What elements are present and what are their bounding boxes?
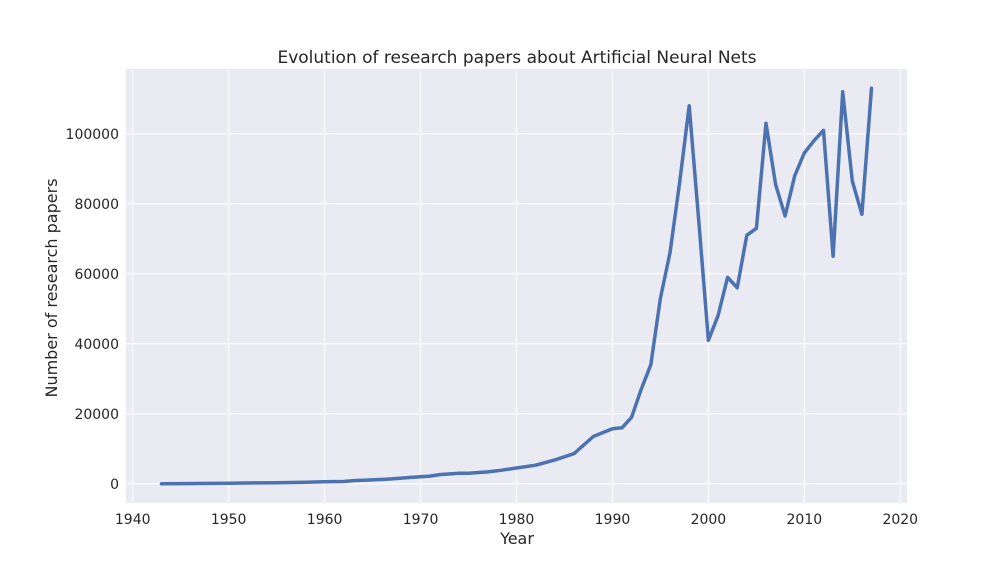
y-axis-title: Number of research papers	[42, 178, 61, 397]
chart-title: Evolution of research papers about Artif…	[277, 48, 756, 68]
y-tick-label: 60000	[74, 267, 119, 283]
x-tick-label: 1950	[211, 512, 247, 528]
grid	[126, 69, 907, 503]
x-tick-label: 2010	[787, 512, 823, 528]
x-tick-label: 1980	[499, 512, 535, 528]
series-line	[159, 86, 874, 486]
y-tick-label: 20000	[74, 407, 119, 423]
y-tick-label: 80000	[74, 197, 119, 213]
x-tick-label: 2000	[691, 512, 727, 528]
y-tick-label: 100000	[66, 127, 119, 143]
x-tick-label: 1990	[595, 512, 631, 528]
x-tick-label: 2020	[882, 512, 918, 528]
x-tick-label: 1970	[403, 512, 439, 528]
tick-labels: 1940 1950 1960 1970 1980 1990 2000 2010 2020 0 200…	[66, 127, 919, 528]
series-layer	[159, 86, 874, 486]
x-tick-label: 1960	[307, 512, 343, 528]
y-tick-label: 0	[110, 477, 119, 493]
x-axis-title: Year	[499, 529, 534, 548]
y-tick-label: 40000	[74, 337, 119, 353]
x-tick-label: 1940	[115, 512, 151, 528]
